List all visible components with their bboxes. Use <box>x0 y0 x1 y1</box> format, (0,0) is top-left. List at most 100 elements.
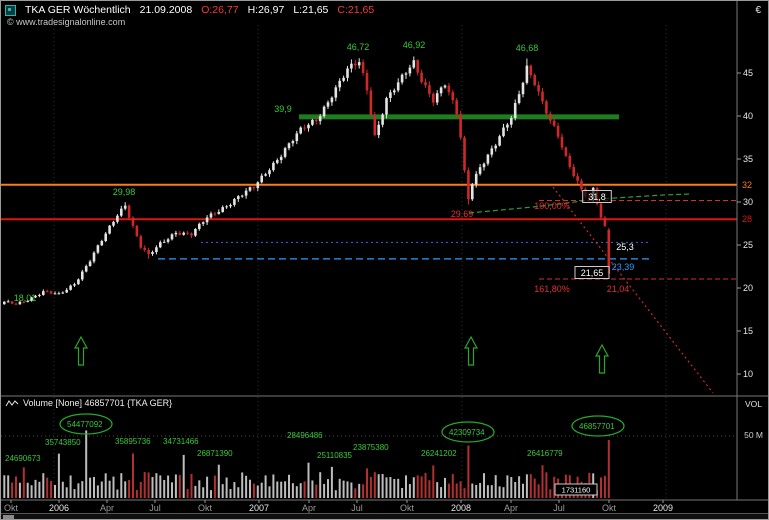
volume-bar <box>362 484 365 498</box>
volume-legend: Volume [None] 46857701 {TKA GER} <box>5 398 172 408</box>
candle-body <box>45 291 49 293</box>
candle-body <box>451 92 455 101</box>
volume-bar <box>264 475 267 498</box>
volume-bar <box>315 484 318 498</box>
candle-body <box>201 222 205 224</box>
quote-date: 21.09.2008 <box>139 4 193 16</box>
candle-body <box>205 217 209 223</box>
volume-bar <box>112 476 115 498</box>
price-annotation: 25,3 <box>616 242 634 252</box>
volume-annotation: 23875380 <box>353 443 389 452</box>
volume-bar <box>440 487 443 498</box>
quote-high: H:26,97 <box>247 4 285 16</box>
volume-scale-label: 50 M <box>744 430 763 440</box>
candle-body <box>233 199 236 205</box>
value-box <box>574 266 610 279</box>
x-axis-label: Apr <box>100 503 114 513</box>
candle-body <box>455 100 458 115</box>
candle-body <box>155 247 158 253</box>
volume-bar <box>61 481 64 498</box>
candle-body <box>463 137 466 171</box>
scrollbar-thumb[interactable] <box>3 515 14 519</box>
candle-body <box>471 184 474 200</box>
volume-bar <box>69 475 72 498</box>
volume-bar <box>202 487 205 498</box>
candle-body <box>237 196 240 200</box>
volume-bar <box>186 489 189 498</box>
candle-body <box>194 228 197 236</box>
volume-bar <box>26 482 29 498</box>
candle-body <box>248 187 252 191</box>
candle-body <box>432 93 435 103</box>
volume-bar <box>471 483 474 498</box>
volume-bar <box>377 474 380 498</box>
candle-body <box>244 190 248 196</box>
candle-body <box>412 60 416 68</box>
volume-bar <box>373 472 376 498</box>
volume-bar <box>350 482 353 498</box>
candle-body <box>30 297 33 302</box>
candle-body <box>123 205 127 209</box>
volume-bar <box>463 488 466 498</box>
x-axis-label: Apr <box>504 503 518 513</box>
volume-bar <box>518 476 521 498</box>
volume-bar <box>15 476 17 498</box>
candle-body <box>393 90 396 93</box>
volume-bar <box>155 473 158 498</box>
volume-bar <box>100 481 103 498</box>
volume-bar <box>369 476 372 498</box>
price-annotation: 161,80% <box>534 284 570 294</box>
volume-bar <box>483 473 485 498</box>
candle-body <box>303 127 306 129</box>
volume-bar <box>151 476 154 498</box>
highlight-ellipse <box>59 413 113 435</box>
candle-body <box>474 173 478 185</box>
volume-bar <box>444 477 446 498</box>
quote-low: L:21,65 <box>293 4 329 16</box>
highlight-ellipse <box>571 415 625 437</box>
h-scrollbar[interactable] <box>1 513 768 519</box>
candle-body <box>556 125 560 137</box>
volume-bar <box>174 474 177 498</box>
volume-bar <box>221 484 224 498</box>
candle-body <box>549 113 552 121</box>
up-arrow-icon <box>594 343 610 374</box>
candle-body <box>346 68 349 78</box>
candle-body <box>400 74 404 83</box>
candle-body <box>186 232 189 234</box>
volume-bar <box>163 479 166 498</box>
price-tick-label: 10 <box>743 369 753 379</box>
candle-body <box>560 136 564 148</box>
candle-body <box>330 97 334 103</box>
instrument-icon <box>5 4 16 16</box>
volume-annotation: 26241202 <box>421 449 457 458</box>
candle-body <box>276 160 279 163</box>
volume-bar <box>249 479 251 498</box>
candle-body <box>57 293 61 295</box>
candle-body <box>424 82 427 86</box>
candle-body <box>326 102 330 107</box>
volume-annotation: 34731466 <box>163 437 199 446</box>
price-annotation: 39,9 <box>274 104 292 114</box>
candle-body <box>225 206 228 208</box>
volume-bar <box>323 483 326 498</box>
candle-body <box>73 284 76 286</box>
volume-bar <box>225 477 228 498</box>
volume-axis-label: VOL <box>744 399 762 409</box>
price-tick-label: 45 <box>743 68 753 78</box>
candle-body <box>498 136 501 146</box>
volume-bar <box>194 485 197 498</box>
volume-bar <box>34 479 37 498</box>
volume-bar <box>57 453 60 498</box>
candle-body <box>541 91 544 102</box>
watermark: © www.tradesignalonline.com <box>7 17 126 27</box>
candle-body <box>143 247 146 251</box>
level-32-axis-label: 32 <box>742 180 752 190</box>
candle-body <box>490 148 494 155</box>
candle-body <box>279 156 283 161</box>
volume-bar <box>603 475 606 498</box>
volume-bar <box>77 483 80 498</box>
candle-body <box>603 217 607 226</box>
level-28-axis-label: 28 <box>742 214 752 224</box>
